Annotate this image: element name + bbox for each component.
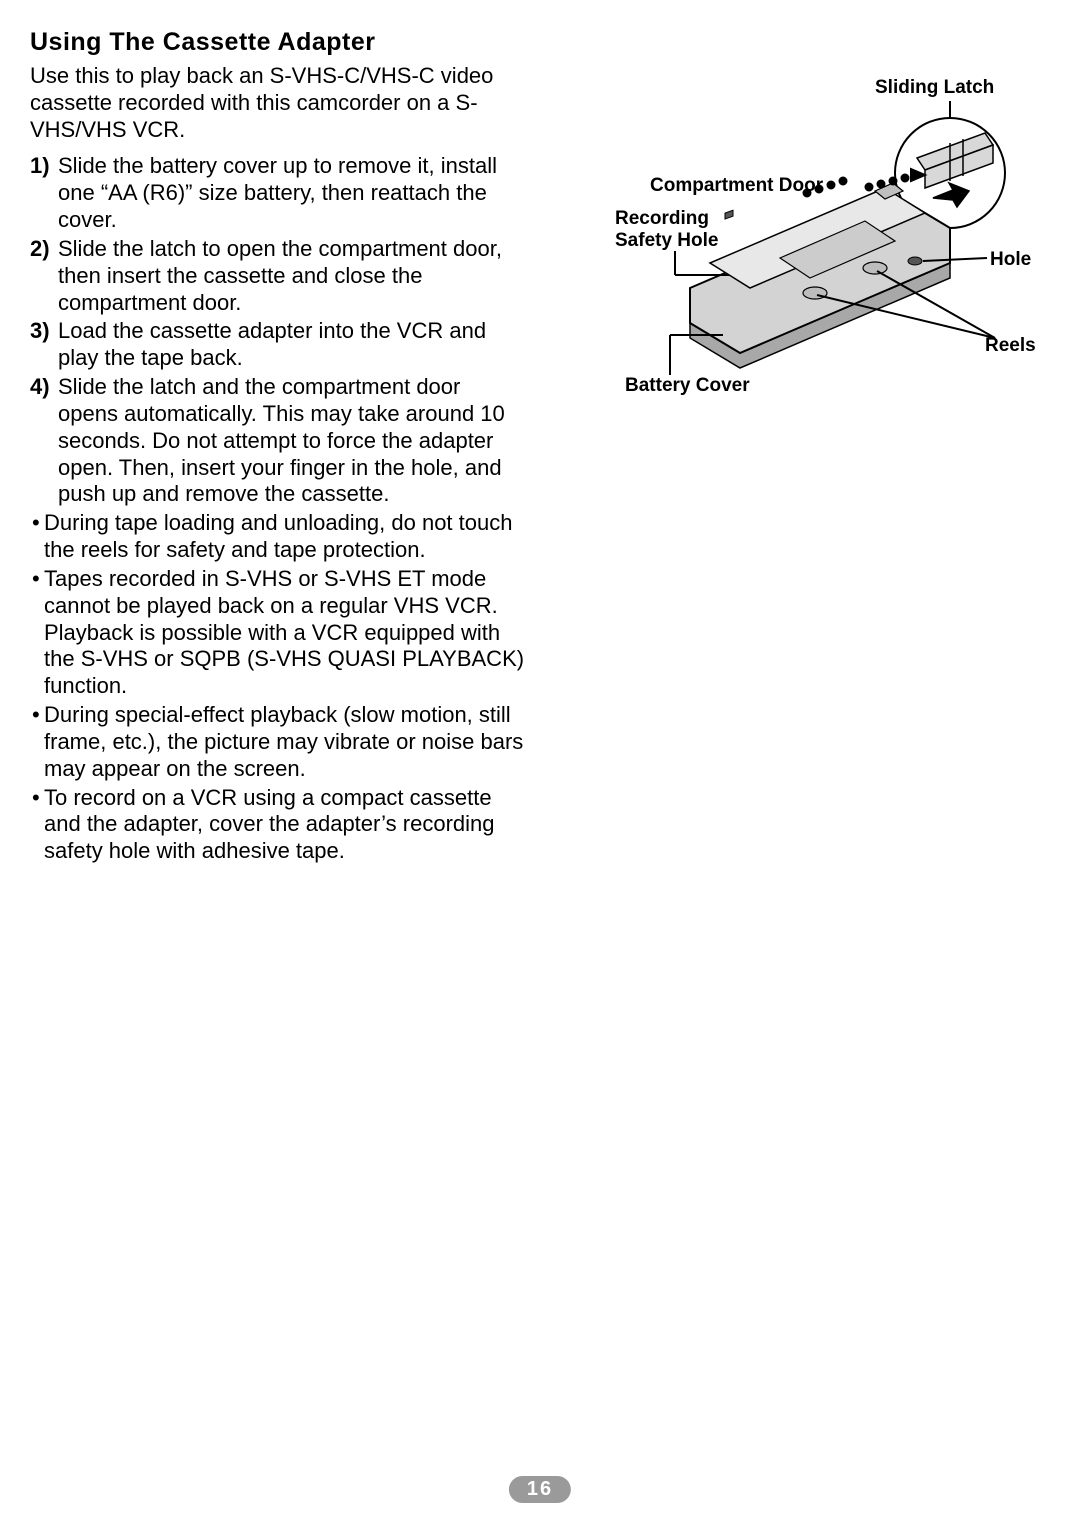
bullet-text: To record on a VCR using a compact casse…: [44, 785, 525, 865]
note-bullet: • During tape loading and unloading, do …: [30, 510, 525, 564]
label-compartment-door: Compartment Door: [650, 175, 823, 197]
step-1: 1) Slide the battery cover up to remove …: [30, 153, 525, 233]
note-bullet: • During special-effect playback (slow m…: [30, 702, 525, 782]
bullet-icon: •: [30, 566, 44, 700]
note-bullet: • To record on a VCR using a compact cas…: [30, 785, 525, 865]
step-text: Slide the latch and the compartment door…: [58, 374, 525, 508]
step-text: Slide the battery cover up to remove it,…: [58, 153, 525, 233]
manual-page: Using The Cassette Adapter Use this to p…: [0, 0, 1080, 1533]
label-sliding-latch: Sliding Latch: [875, 77, 994, 99]
step-number: 3): [30, 318, 58, 372]
note-bullet: • Tapes recorded in S-VHS or S-VHS ET mo…: [30, 566, 525, 700]
label-hole: Hole: [990, 249, 1031, 271]
step-3: 3) Load the cassette adapter into the VC…: [30, 318, 525, 372]
label-battery-cover: Battery Cover: [625, 375, 750, 397]
bullet-text: During tape loading and unloading, do no…: [44, 510, 525, 564]
bullet-icon: •: [30, 702, 44, 782]
step-number: 1): [30, 153, 58, 233]
step-4: 4) Slide the latch and the compartment d…: [30, 374, 525, 508]
label-reels: Reels: [985, 335, 1036, 357]
step-text: Load the cassette adapter into the VCR a…: [58, 318, 525, 372]
page-number: 16: [509, 1476, 571, 1503]
bullet-icon: •: [30, 510, 44, 564]
section-heading: Using The Cassette Adapter: [30, 28, 1050, 57]
bullet-text: Tapes recorded in S-VHS or S-VHS ET mode…: [44, 566, 525, 700]
step-number: 2): [30, 236, 58, 316]
step-2: 2) Slide the latch to open the compartme…: [30, 236, 525, 316]
bullet-text: During special-effect playback (slow mot…: [44, 702, 525, 782]
text-column: Use this to play back an S-VHS-C/VHS-C v…: [30, 63, 525, 867]
two-column-layout: Use this to play back an S-VHS-C/VHS-C v…: [30, 63, 1050, 867]
label-recording-safety-hole: Recording Safety Hole: [615, 208, 718, 252]
step-number: 4): [30, 374, 58, 508]
intro-paragraph: Use this to play back an S-VHS-C/VHS-C v…: [30, 63, 525, 143]
step-text: Slide the latch to open the compartment …: [58, 236, 525, 316]
diagram-column: Sliding Latch Compartment Door Recording…: [555, 63, 1050, 867]
bullet-icon: •: [30, 785, 44, 865]
